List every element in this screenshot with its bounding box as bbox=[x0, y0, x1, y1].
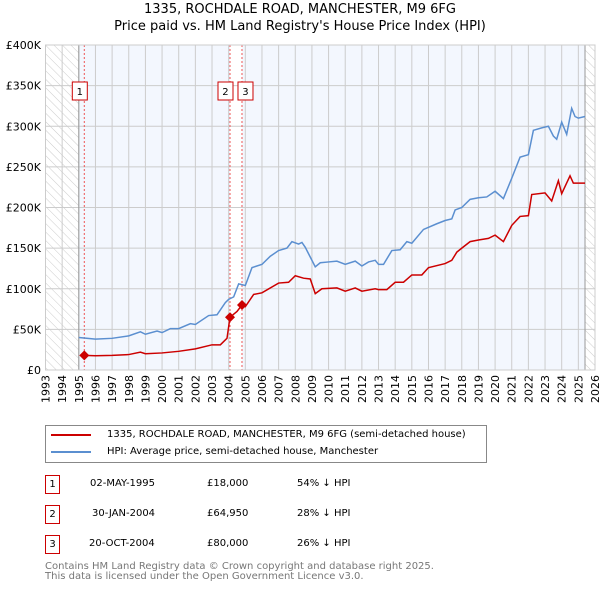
y-tick-label: £400K bbox=[6, 39, 42, 52]
x-tick-label: 2002 bbox=[189, 375, 202, 403]
sale-date: 30-JAN-2004 bbox=[92, 508, 156, 519]
marker-badge: 3 bbox=[45, 535, 60, 554]
x-tick-label: 2003 bbox=[206, 375, 219, 403]
plot-border bbox=[45, 44, 596, 371]
sale-date: 20-OCT-2004 bbox=[89, 538, 155, 549]
chart-title: 1335, ROCHDALE ROAD, MANCHESTER, M9 6FG bbox=[144, 2, 456, 17]
transaction-row: 1 02-MAY-1995 £18,000 54% ↓ HPI bbox=[45, 475, 545, 495]
sale-point bbox=[236, 300, 247, 310]
property-line-swatch bbox=[51, 433, 91, 436]
chart-subtitle: Price paid vs. HM Land Registry's House … bbox=[114, 19, 486, 34]
x-tick-label: 2009 bbox=[306, 375, 319, 403]
x-tick-label: 1993 bbox=[40, 375, 53, 403]
x-tick-label: 1995 bbox=[73, 375, 86, 403]
transaction-row: 3 20-OCT-2004 £80,000 26% ↓ HPI bbox=[45, 535, 545, 555]
x-tick-label: 2000 bbox=[156, 375, 169, 403]
x-tick-label: 1999 bbox=[139, 375, 152, 403]
property-price-line bbox=[84, 174, 586, 357]
x-tick-label: 2025 bbox=[572, 375, 585, 403]
y-tick-label: £250K bbox=[6, 161, 42, 174]
hpi-line bbox=[78, 105, 586, 340]
sale-price: £64,950 bbox=[207, 508, 249, 519]
y-tick-label: £100K bbox=[6, 283, 42, 296]
y-tick-label: £0 bbox=[27, 364, 41, 377]
x-tick-label: 2017 bbox=[439, 375, 452, 403]
x-tick-label: 2019 bbox=[472, 375, 485, 403]
sale-marker-box bbox=[237, 81, 254, 101]
hpi-diff: 26% ↓ HPI bbox=[297, 538, 351, 549]
sale-marker-label: 1 bbox=[77, 87, 83, 98]
x-tick-label: 2013 bbox=[373, 375, 386, 403]
x-tick-label: 2010 bbox=[323, 375, 336, 403]
x-tick-label: 1994 bbox=[56, 375, 69, 403]
y-tick-label: £300K bbox=[6, 120, 42, 133]
legend-property: 1335, ROCHDALE ROAD, MANCHESTER, M9 6FG … bbox=[107, 429, 466, 440]
y-tick-label: £200K bbox=[6, 202, 42, 215]
sale-price: £18,000 bbox=[207, 478, 249, 489]
x-tick-label: 2020 bbox=[489, 375, 502, 403]
sale-point bbox=[79, 350, 90, 361]
x-tick-label: 2021 bbox=[506, 375, 519, 403]
hpi-diff: 28% ↓ HPI bbox=[297, 508, 351, 519]
x-tick-label: 1997 bbox=[106, 375, 119, 403]
x-tick-label: 1998 bbox=[123, 375, 136, 403]
x-tick-label: 2006 bbox=[256, 375, 269, 403]
y-tick-label: £50K bbox=[13, 323, 42, 336]
x-tick-label: 2011 bbox=[339, 375, 352, 403]
x-tick-label: 2004 bbox=[223, 375, 236, 403]
x-tick-label: 2014 bbox=[389, 375, 402, 403]
x-tick-label: 2026 bbox=[589, 375, 600, 403]
sale-date: 02-MAY-1995 bbox=[90, 478, 156, 489]
x-tick-label: 2024 bbox=[556, 375, 569, 403]
sale-marker-label: 2 bbox=[222, 87, 228, 98]
hpi-diff: 54% ↓ HPI bbox=[297, 478, 351, 489]
sale-point bbox=[224, 312, 235, 323]
x-tick-label: 2012 bbox=[356, 375, 369, 403]
attribution-line-2: This data is licensed under the Open Gov… bbox=[45, 571, 364, 582]
legend-hpi: HPI: Average price, semi-detached house,… bbox=[107, 446, 379, 457]
x-tick-label: 2007 bbox=[273, 375, 286, 403]
y-tick-label: £150K bbox=[6, 242, 42, 255]
x-tick-label: 2022 bbox=[522, 375, 535, 403]
price-chart: 1993 1994 1995 1996 1997 1998 1999 2000 2001 2002… bbox=[6, 39, 600, 403]
marker-badge: 2 bbox=[45, 505, 60, 524]
hpi-line-swatch bbox=[51, 450, 91, 453]
x-tick-label: 2015 bbox=[406, 375, 419, 403]
sale-marker-box bbox=[71, 81, 88, 101]
attribution-line-1: Contains HM Land Registry data © Crown c… bbox=[45, 561, 434, 572]
attribution: Contains HM Land Registry data © Crown c… bbox=[45, 562, 434, 582]
x-tick-label: 2001 bbox=[173, 375, 186, 403]
marker-badge: 1 bbox=[45, 475, 60, 494]
transaction-row: 2 30-JAN-2004 £64,950 28% ↓ HPI bbox=[45, 505, 545, 525]
x-tick-label: 2008 bbox=[289, 375, 302, 403]
x-tick-label: 2023 bbox=[539, 375, 552, 403]
x-tick-label: 1996 bbox=[89, 375, 102, 403]
sale-marker-label: 3 bbox=[242, 87, 248, 98]
x-tick-label: 2016 bbox=[422, 375, 435, 403]
x-tick-label: 2005 bbox=[239, 375, 252, 403]
sale-marker-box bbox=[217, 81, 234, 101]
y-tick-label: £350K bbox=[6, 80, 42, 93]
legend: 1335, ROCHDALE ROAD, MANCHESTER, M9 6FG … bbox=[45, 425, 487, 463]
sale-price: £80,000 bbox=[207, 538, 249, 549]
x-tick-label: 2018 bbox=[456, 375, 469, 403]
